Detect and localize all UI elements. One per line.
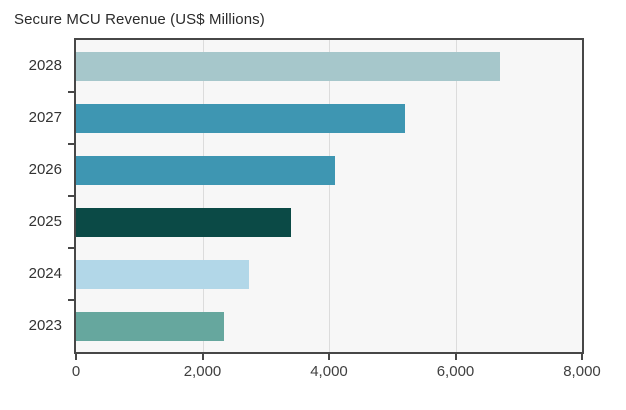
x-axis-tick [581, 354, 583, 360]
x-axis-tick [75, 354, 77, 360]
gridline [329, 40, 330, 352]
bar-2026 [76, 155, 336, 185]
bar-2027 [76, 103, 405, 133]
x-axis-label: 2,000 [183, 363, 222, 380]
gridline [455, 40, 457, 352]
y-axis-label: 2026 [28, 161, 62, 178]
y-axis-label: 2028 [28, 57, 62, 74]
x-axis-label: 4,000 [310, 363, 348, 380]
bar-2024 [76, 259, 249, 289]
x-axis-label: 0 [71, 363, 81, 380]
x-axis-tick [328, 354, 330, 360]
y-axis-tick [68, 299, 75, 301]
y-axis-label: 2027 [28, 109, 62, 126]
bar-2028 [76, 51, 500, 81]
y-axis-tick [68, 247, 75, 249]
y-axis-tick [68, 195, 75, 197]
x-axis-tick [201, 354, 204, 360]
chart-title: Secure MCU Revenue (US$ Millions) [14, 11, 265, 28]
bar-2025 [76, 207, 291, 237]
x-axis-tick [454, 354, 457, 360]
y-axis-label: 2025 [28, 213, 62, 230]
y-axis-label: 2024 [28, 265, 62, 282]
y-axis-label: 2023 [28, 317, 62, 334]
x-axis-label: 8,000 [563, 363, 601, 380]
y-axis-tick [68, 143, 75, 145]
y-axis-tick [68, 91, 75, 93]
bar-2023 [76, 311, 224, 341]
plot-area [76, 40, 582, 352]
x-axis-label: 6,000 [436, 363, 475, 380]
gridline [202, 40, 204, 352]
